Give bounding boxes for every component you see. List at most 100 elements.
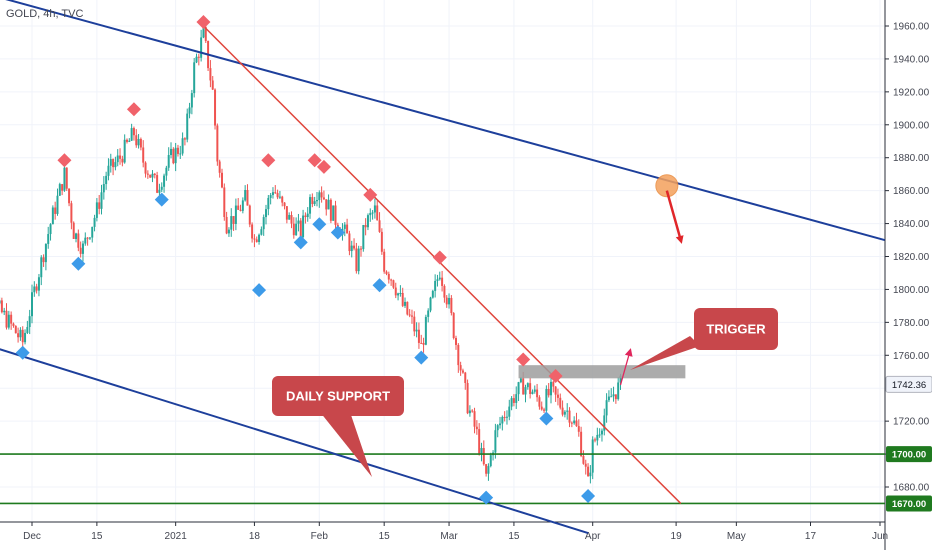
callout-daily-support-text: DAILY SUPPORT <box>286 389 390 404</box>
swing-high-marker <box>126 102 141 117</box>
candle-body <box>577 426 580 432</box>
swing-low-marker <box>539 411 554 426</box>
zone-rectangle[interactable] <box>518 365 686 379</box>
swing-low-marker <box>15 345 30 360</box>
x-tick-label: 15 <box>91 531 103 542</box>
candle-body <box>292 223 295 236</box>
target-circle-marker[interactable] <box>655 174 679 198</box>
candle-body <box>230 216 233 230</box>
candle-body <box>193 62 196 94</box>
candle-body <box>61 184 64 191</box>
candle-body <box>519 378 522 383</box>
candle-body <box>554 386 557 395</box>
candle-body <box>401 292 404 306</box>
callout-trigger[interactable]: TRIGGER <box>630 308 778 370</box>
candle-body <box>350 245 353 252</box>
candle-body <box>285 206 288 220</box>
candle-body <box>353 245 356 249</box>
candle-body <box>397 293 400 296</box>
candle-body <box>589 472 592 477</box>
candle-body <box>297 220 300 224</box>
candle-body <box>322 197 325 200</box>
candle-body <box>450 297 453 314</box>
candle-body <box>348 233 351 252</box>
candle-body <box>464 372 467 383</box>
candle-body <box>93 217 96 227</box>
candle-body <box>461 370 464 373</box>
candle-body <box>547 388 550 396</box>
candle-body <box>376 205 379 221</box>
candle-body <box>253 238 256 240</box>
badge-label: 1700.00 <box>892 450 926 461</box>
candle-body <box>135 135 138 146</box>
callout-daily-support-box <box>272 376 404 416</box>
candle-body <box>526 383 529 388</box>
candle-body <box>248 205 251 225</box>
candle-body <box>49 224 52 235</box>
callout-daily-support[interactable]: DAILY SUPPORT <box>272 376 404 477</box>
candle-body <box>545 388 548 411</box>
candle-body <box>320 192 323 198</box>
y-tick-label: 1680.00 <box>893 483 930 494</box>
candle-body <box>594 439 597 441</box>
candle-body <box>587 466 590 477</box>
callout-trigger-box <box>694 308 778 350</box>
swing-high-marker <box>196 15 211 29</box>
candle-body <box>112 159 115 168</box>
candle-body <box>600 430 603 435</box>
y-tick-label: 1800.00 <box>893 285 930 296</box>
candle-body <box>499 423 502 426</box>
candle-body <box>144 162 147 174</box>
swing-high-marker <box>57 153 72 168</box>
swing-low-marker <box>372 278 387 293</box>
candle-body <box>614 394 617 400</box>
candle-body <box>121 158 124 163</box>
y-tick-label: 1960.00 <box>893 22 930 33</box>
candle-body <box>0 300 3 313</box>
candle-body <box>563 411 566 415</box>
y-tick-label: 1860.00 <box>893 186 930 197</box>
candle-body <box>311 197 314 205</box>
candle-body <box>95 202 98 218</box>
candle-body <box>88 237 91 239</box>
candle-body <box>56 195 59 214</box>
y-tick-label: 1780.00 <box>893 318 930 329</box>
candle-body <box>536 389 539 398</box>
candle-body <box>575 420 578 427</box>
swing-high-marker <box>432 250 447 265</box>
trend-line-channel-top[interactable] <box>0 0 885 242</box>
candle-body <box>427 310 430 317</box>
trend-line-descending-resistance[interactable] <box>202 25 682 504</box>
candle-body <box>100 192 103 209</box>
candle-body <box>75 233 78 239</box>
arrow-up-marker[interactable] <box>619 348 633 386</box>
candle-body <box>63 167 66 191</box>
y-tick-label: 1820.00 <box>893 252 930 263</box>
candle-body <box>151 173 154 178</box>
ticker-label: GOLD, 4h, TVC <box>6 8 84 20</box>
candle-body <box>21 329 24 343</box>
arrow-down-marker[interactable] <box>665 190 684 244</box>
candle-body <box>28 316 31 328</box>
candle-body <box>12 323 15 326</box>
candle-body <box>47 234 50 244</box>
candle-body <box>81 243 84 254</box>
candle-body <box>413 316 416 332</box>
candle-body <box>176 147 179 154</box>
x-tick-label: Dec <box>23 531 41 542</box>
candle-body <box>505 416 508 418</box>
candle-body <box>556 394 559 398</box>
candle-body <box>26 327 29 333</box>
candle-body <box>174 147 177 164</box>
candle-body <box>304 215 307 218</box>
swing-low-marker <box>581 488 596 503</box>
candle-body <box>31 292 33 317</box>
candle-body <box>290 215 293 224</box>
candle-body <box>107 165 110 176</box>
candle-body <box>44 243 47 263</box>
candle-body <box>334 205 337 225</box>
candle-body <box>355 248 358 272</box>
y-tick-label: 1840.00 <box>893 219 930 230</box>
